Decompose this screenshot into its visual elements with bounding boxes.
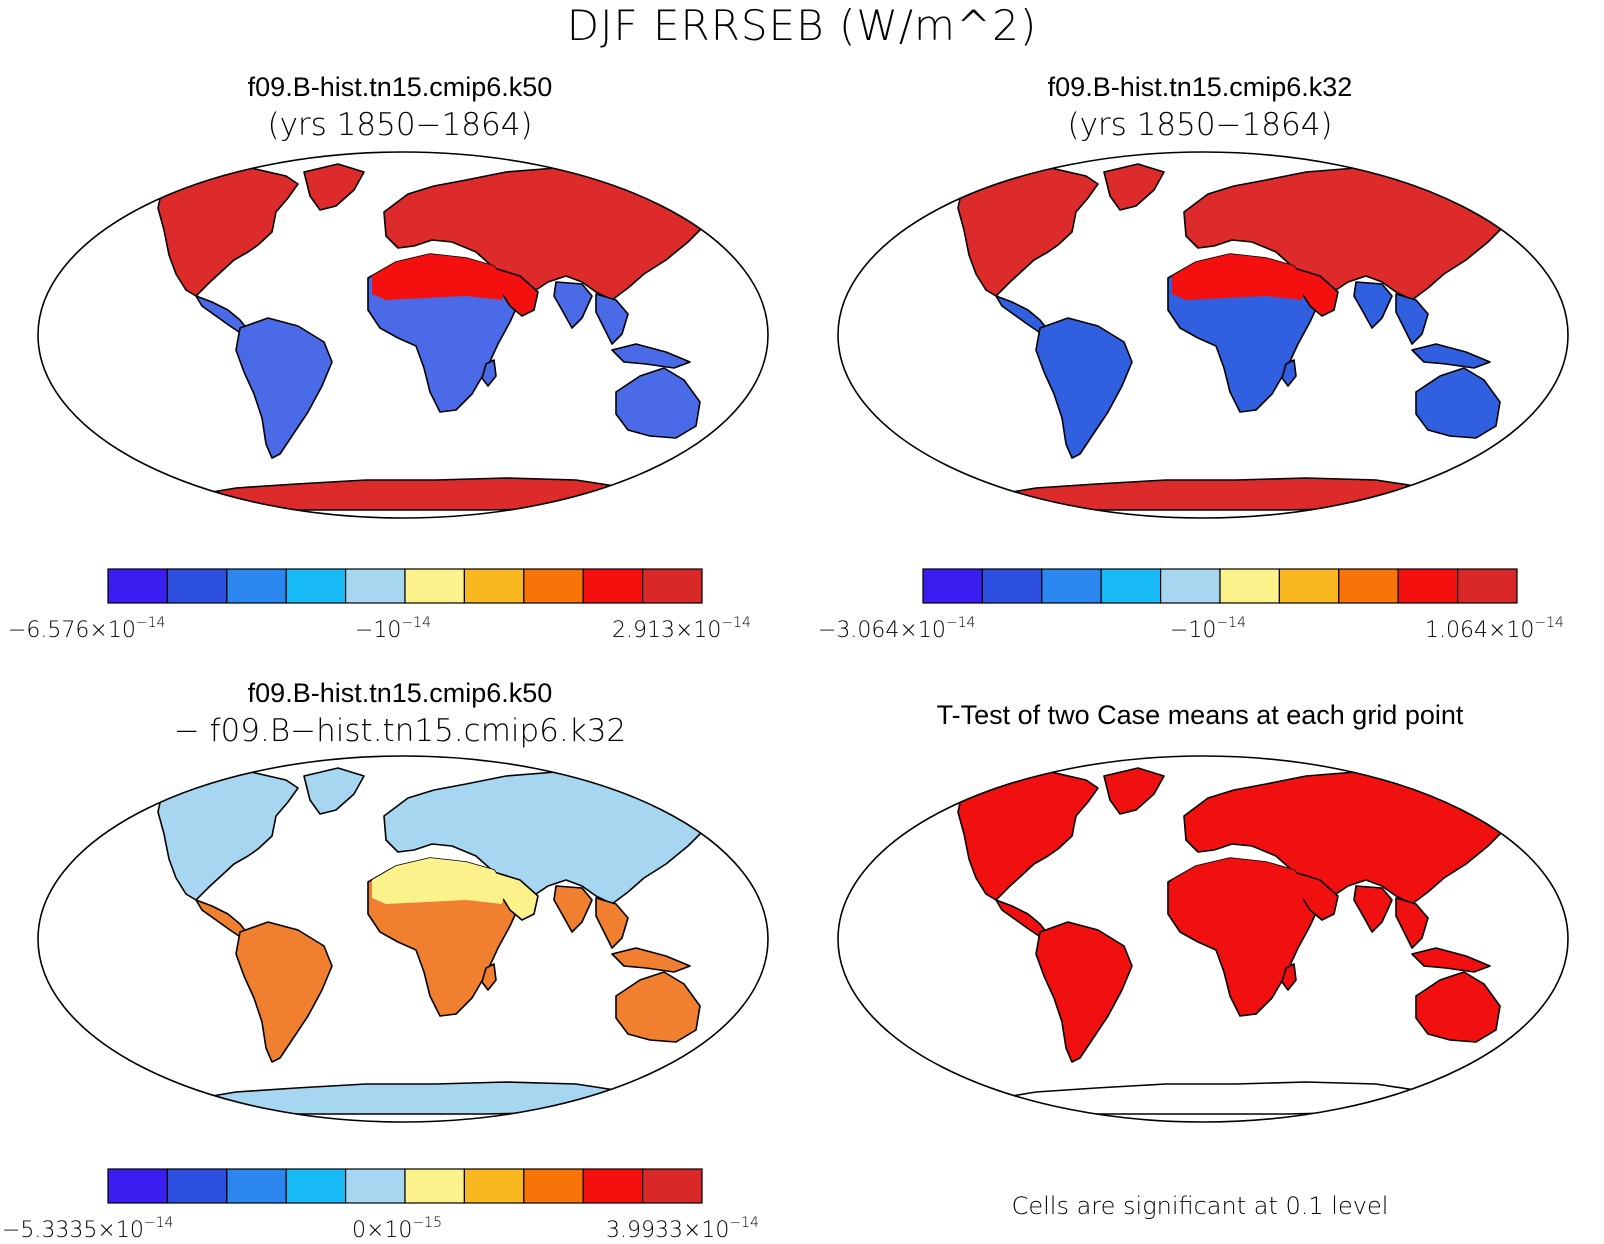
colorbar-swatch-0 — [107, 568, 169, 604]
land-southAmerica — [235, 317, 333, 459]
map-border — [37, 755, 769, 1123]
colorbar-swatch-0 — [107, 1168, 169, 1204]
colorbar-swatch-7 — [1338, 568, 1399, 604]
colorbar-swatch-2 — [226, 1168, 287, 1204]
panel-diff-title: f09.B-hist.tn15.cmip6.k50 — [247, 678, 553, 708]
colorbar-swatch-3 — [1100, 568, 1162, 604]
colorbar-swatch-5 — [404, 568, 466, 604]
band-sahara — [372, 858, 506, 904]
land-southAmerica — [1035, 317, 1133, 459]
colorbar-swatch-5 — [1219, 568, 1281, 604]
band-sahara — [1172, 858, 1306, 904]
map-diff — [37, 755, 769, 1123]
map-border — [837, 151, 1569, 519]
colorbar-swatch-2 — [1041, 568, 1102, 604]
panel-k50-title: f09.B-hist.tn15.cmip6.k50 — [247, 72, 553, 102]
colorbar-k32 — [922, 568, 1518, 604]
map-border — [837, 755, 1569, 1123]
colorbar-k50 — [107, 568, 703, 604]
colorbar-swatch-6 — [463, 568, 525, 604]
land-india — [553, 885, 593, 933]
land-australia — [1415, 971, 1501, 1043]
land-layer — [957, 767, 1527, 1115]
land-southAmerica — [1035, 921, 1133, 1063]
land-india — [553, 281, 593, 329]
panel-k50-subtitle: (yrs 1850−1864) — [267, 107, 533, 143]
land-northAmerica — [157, 167, 299, 297]
land-madagascar — [481, 359, 497, 387]
land-southAmerica — [235, 921, 333, 1063]
panel-diff-subtitle: − f09.B−hist.tn15.cmip6.k32 — [173, 713, 627, 749]
land-madagascar — [1281, 359, 1297, 387]
colorbar-swatch-5 — [404, 1168, 466, 1204]
colorbar-swatch-8 — [582, 568, 644, 604]
map-k50 — [37, 151, 769, 519]
colorbar-swatch-0 — [922, 568, 984, 604]
colorbar-swatch-9 — [641, 1168, 703, 1204]
land-australia — [615, 971, 701, 1043]
land-india — [1353, 281, 1393, 329]
land-india — [1353, 885, 1393, 933]
colorbar-swatch-3 — [285, 1168, 347, 1204]
panel-k32-title: f09.B-hist.tn15.cmip6.k32 — [1047, 72, 1353, 102]
land-indonesia — [1411, 947, 1491, 973]
colorbar-k32-label-max: 1.064×10−14 — [1425, 615, 1564, 643]
colorbar-swatch-4 — [345, 568, 406, 604]
colorbar-diff-label-mid: 0×10−15 — [352, 1215, 442, 1243]
figure-title: DJF ERRSEB (W/m^2) — [566, 1, 1038, 50]
land-indonesia — [1411, 343, 1491, 369]
colorbar-swatch-7 — [523, 1168, 584, 1204]
map-ttest — [837, 755, 1569, 1123]
colorbar-swatch-7 — [523, 568, 584, 604]
colorbar-swatch-1 — [166, 1168, 228, 1204]
land-greenland — [303, 767, 365, 815]
colorbar-swatch-8 — [1397, 568, 1459, 604]
land-indonesia — [611, 947, 691, 973]
land-northAmerica — [157, 771, 299, 901]
colorbar-swatch-6 — [1278, 568, 1340, 604]
colorbar-k32-label-min: −3.064×10−14 — [818, 615, 976, 643]
land-layer — [957, 163, 1527, 511]
land-layer — [157, 767, 727, 1115]
land-madagascar — [481, 963, 497, 991]
colorbar-swatch-8 — [582, 1168, 644, 1204]
map-k32 — [837, 151, 1569, 519]
colorbar-k50-label-max: 2.913×10−14 — [612, 615, 751, 643]
land-layer — [157, 163, 727, 511]
panel-ttest-title: T-Test of two Case means at each grid po… — [936, 700, 1464, 730]
colorbar-swatch-4 — [1160, 568, 1221, 604]
colorbar-diff — [107, 1168, 703, 1204]
land-northAmerica — [957, 771, 1099, 901]
colorbar-swatch-9 — [1456, 568, 1518, 604]
land-seAsia — [595, 897, 629, 949]
land-indonesia — [611, 343, 691, 369]
colorbar-k50-label-mid: −10−14 — [355, 615, 431, 643]
band-sahara — [372, 254, 506, 300]
colorbar-swatch-3 — [285, 568, 347, 604]
colorbar-diff-label-min: −5.3335×10−14 — [2, 1215, 174, 1243]
land-greenland — [1103, 163, 1165, 211]
map-border — [37, 151, 769, 519]
significance-note: Cells are significant at 0.1 level — [1011, 1192, 1389, 1220]
land-australia — [615, 367, 701, 439]
colorbar-swatch-4 — [345, 1168, 406, 1204]
colorbar-swatch-1 — [166, 568, 228, 604]
band-sahara — [1172, 254, 1306, 300]
land-northAmerica — [957, 167, 1099, 297]
land-madagascar — [1281, 963, 1297, 991]
colorbar-swatch-2 — [226, 568, 287, 604]
colorbar-k50-label-min: −6.576×10−14 — [8, 615, 166, 643]
colorbar-swatch-1 — [981, 568, 1043, 604]
land-greenland — [1103, 767, 1165, 815]
land-seAsia — [595, 293, 629, 345]
land-greenland — [303, 163, 365, 211]
colorbar-diff-label-max: 3.9933×10−14 — [606, 1215, 759, 1243]
panel-k32-subtitle: (yrs 1850−1864) — [1067, 107, 1333, 143]
land-seAsia — [1395, 897, 1429, 949]
land-australia — [1415, 367, 1501, 439]
land-seAsia — [1395, 293, 1429, 345]
colorbar-swatch-6 — [463, 1168, 525, 1204]
colorbar-k32-label-mid: −10−14 — [1170, 615, 1246, 643]
colorbar-swatch-9 — [641, 568, 703, 604]
